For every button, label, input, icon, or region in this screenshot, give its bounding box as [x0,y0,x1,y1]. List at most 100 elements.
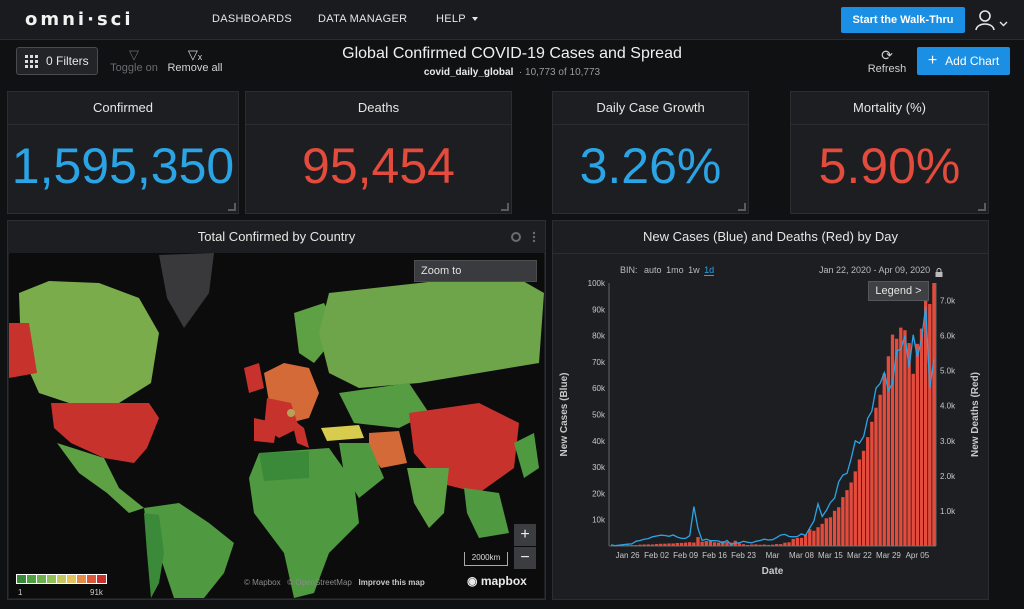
kpi-card-daily-growth[interactable]: Daily Case Growth 3.26% [552,91,749,214]
omnisci-logo[interactable]: omni·sci [25,9,134,30]
mapbox-logo[interactable]: ◉ mapbox [467,574,527,588]
attribution-osm[interactable]: © OpenStreetMap [287,578,352,587]
bin-1w[interactable]: 1w [688,265,700,275]
death-bar [911,373,915,546]
death-bar [642,544,646,546]
zoom-in-button[interactable]: + [514,524,536,546]
toggle-filters-button[interactable]: ▽ Toggle on [108,48,160,75]
kpi-title: Mortality (%) [791,92,988,125]
improve-map-link[interactable]: Improve this map [358,578,425,587]
kpi-card-deaths[interactable]: Deaths 95,454 [245,91,512,214]
death-bar [667,543,671,546]
legend-min-label: 1 [18,588,23,597]
bin-label: BIN: [620,265,638,275]
nav-dashboards[interactable]: DASHBOARDS [212,13,293,25]
y-axis-title: New Cases (Blue) [559,373,570,457]
death-bar [700,541,704,546]
nav-help[interactable]: HELP [436,13,478,25]
kpi-card-mortality[interactable]: Mortality (%) 5.90% [790,91,989,214]
zoom-out-button[interactable]: − [514,547,536,569]
death-bar [903,330,907,546]
date-range[interactable]: Jan 22, 2020 - Apr 09, 2020 [819,265,931,275]
bin-1d[interactable]: 1d [704,265,715,276]
resize-handle-icon[interactable] [738,203,746,211]
death-bar [675,542,679,546]
add-chart-label: Add Chart [945,54,1000,68]
death-bar [654,544,659,546]
resize-handle-icon[interactable] [228,203,236,211]
kpi-card-confirmed[interactable]: Confirmed 1,595,350 [7,91,239,214]
filters-label: 0 Filters [46,54,89,68]
death-bar [923,286,928,546]
death-bar [824,518,828,546]
country-india [407,468,449,528]
plus-icon: + [927,52,938,69]
remove-filters-button[interactable]: ▽ₓ Remove all [166,47,224,75]
row-count: · 10,773 of 10,773 [518,67,601,78]
bin-auto[interactable]: auto [644,265,662,275]
refresh-button[interactable]: ⟳ Refresh [862,47,912,75]
dashboard-source: covid_daily_global · 10,773 of 10,773 [0,67,1024,78]
legend-toggle-button[interactable]: Legend > [868,281,929,301]
funnel-remove-icon: ▽ₓ [187,47,203,62]
death-bar [638,544,642,546]
country-russia [319,273,544,388]
filters-button[interactable]: 0 Filters [16,47,98,75]
y2-tick-label: 3.0k [940,437,956,446]
region-north-africa [259,451,309,481]
country-turkey [321,425,364,441]
death-bar [737,543,742,546]
lock-icon[interactable] [935,268,943,277]
death-bar [890,334,895,546]
death-bar [808,529,812,546]
death-bar [791,538,795,546]
country-iran [369,431,407,468]
nav-data-manager[interactable]: DATA MANAGER [318,13,408,25]
y-tick-label: 80k [592,332,606,341]
country-spain [254,418,277,443]
map-attribution: © Mapbox © OpenStreetMap Improve this ma… [244,578,425,587]
death-bar [915,343,920,546]
death-bar [625,545,630,546]
mapbox-logo-icon: ◉ [467,574,478,588]
country-chile [144,513,164,598]
death-bar [774,544,779,546]
user-menu-icon[interactable] [974,9,1008,31]
resize-handle-icon[interactable] [978,203,986,211]
walkthru-button[interactable]: Start the Walk-Thru [841,7,965,33]
death-bar [704,540,708,546]
cases-deaths-chart[interactable]: 10k 20k 30k 40k 50k 60k 70k 80k 90k 100k 1.0k 2.0k 3… [553,255,988,590]
kpi-title: Daily Case Growth [553,92,748,125]
nav-help-label: HELP [436,13,466,25]
x-tick-label: Mar 15 [818,551,843,560]
resize-handle-icon[interactable] [501,203,509,211]
bin-1mo[interactable]: 1mo [666,265,684,275]
death-bar [907,343,911,546]
legend-swatch [96,574,107,584]
death-bar [650,544,655,546]
death-bar [820,523,824,546]
top-nav-bar: omni·sci DASHBOARDS DATA MANAGER HELP St… [0,0,1024,40]
bin-selector: BIN: auto 1mo 1w 1d [620,265,715,276]
source-table-name[interactable]: covid_daily_global [423,67,514,78]
cases-line [610,306,935,547]
y-tick-label: 40k [592,437,606,446]
mapbox-logo-label: mapbox [480,574,527,588]
zoom-to-input[interactable]: Zoom to [414,260,537,282]
death-bar [803,534,808,546]
choropleth-map[interactable] [9,253,544,598]
y2-tick-label: 1.0k [940,507,956,516]
y2-tick-label: 6.0k [940,332,956,341]
region-southeast-asia [464,488,509,538]
country-mexico [57,443,144,513]
y2-tick-label: 7.0k [940,297,956,306]
toggle-label: Toggle on [110,62,158,74]
death-bar [812,530,816,546]
add-chart-button[interactable]: + Add Chart [917,47,1010,75]
y-tick-label: 60k [592,384,606,393]
attribution-mapbox[interactable]: © Mapbox [244,578,281,587]
kpi-value: 1,595,350 [11,138,235,194]
x-tick-label: Feb 16 [702,551,727,560]
x-tick-label: Feb 02 [644,551,669,560]
panel-settings-icon[interactable] [510,231,540,243]
